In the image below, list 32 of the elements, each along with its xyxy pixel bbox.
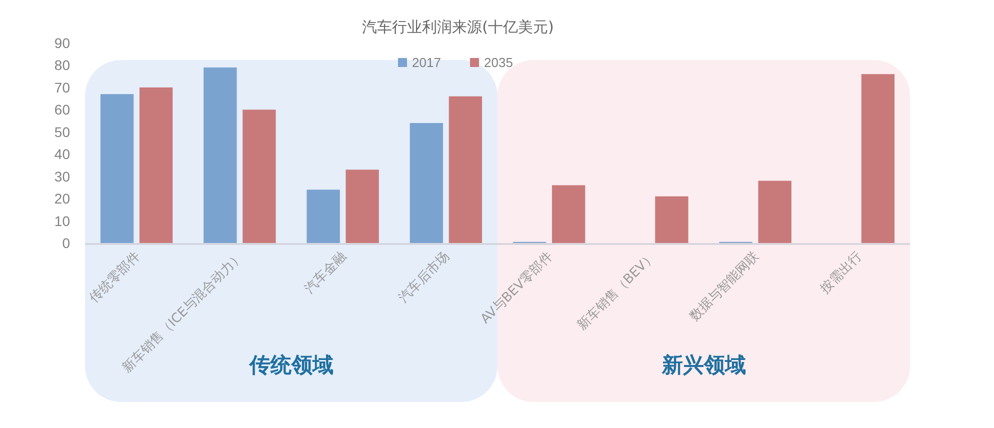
y-tick-label: 0 [62,235,70,251]
x-tick-label: 汽车后市场 [396,249,453,306]
y-tick-label: 90 [54,35,70,51]
bar [346,170,379,243]
legend-label: 2017 [412,55,441,70]
y-tick-label: 20 [54,190,70,207]
y-tick-label: 30 [54,168,70,184]
bar [655,196,688,243]
y-tick-label: 10 [54,212,70,229]
bar [204,67,237,243]
bar [306,190,340,243]
y-tick-label: 60 [54,102,70,118]
chart-title: 汽车行业利润来源(十亿美元) [362,18,554,36]
bar [861,74,895,243]
band-label: 传统领域 [248,353,334,377]
band-label: 新兴领域 [660,353,746,377]
bar [410,123,444,243]
y-tick-label: 70 [54,79,70,96]
legend-label: 2035 [484,55,513,70]
y-tick-label: 80 [54,57,70,74]
bar [100,94,134,243]
bar [448,96,482,243]
bar [552,185,586,243]
x-tick-label: 传统零部件 [86,249,144,306]
x-tick-label: 汽车金融 [302,249,350,297]
y-tick-label: 50 [54,124,70,140]
bar [139,87,173,243]
x-tick-label: 数据与智能网联 [687,249,762,324]
y-tick-label: 40 [54,146,70,162]
bar [242,110,276,243]
bar [758,180,792,243]
x-tick-label: 按需出行 [818,249,866,297]
